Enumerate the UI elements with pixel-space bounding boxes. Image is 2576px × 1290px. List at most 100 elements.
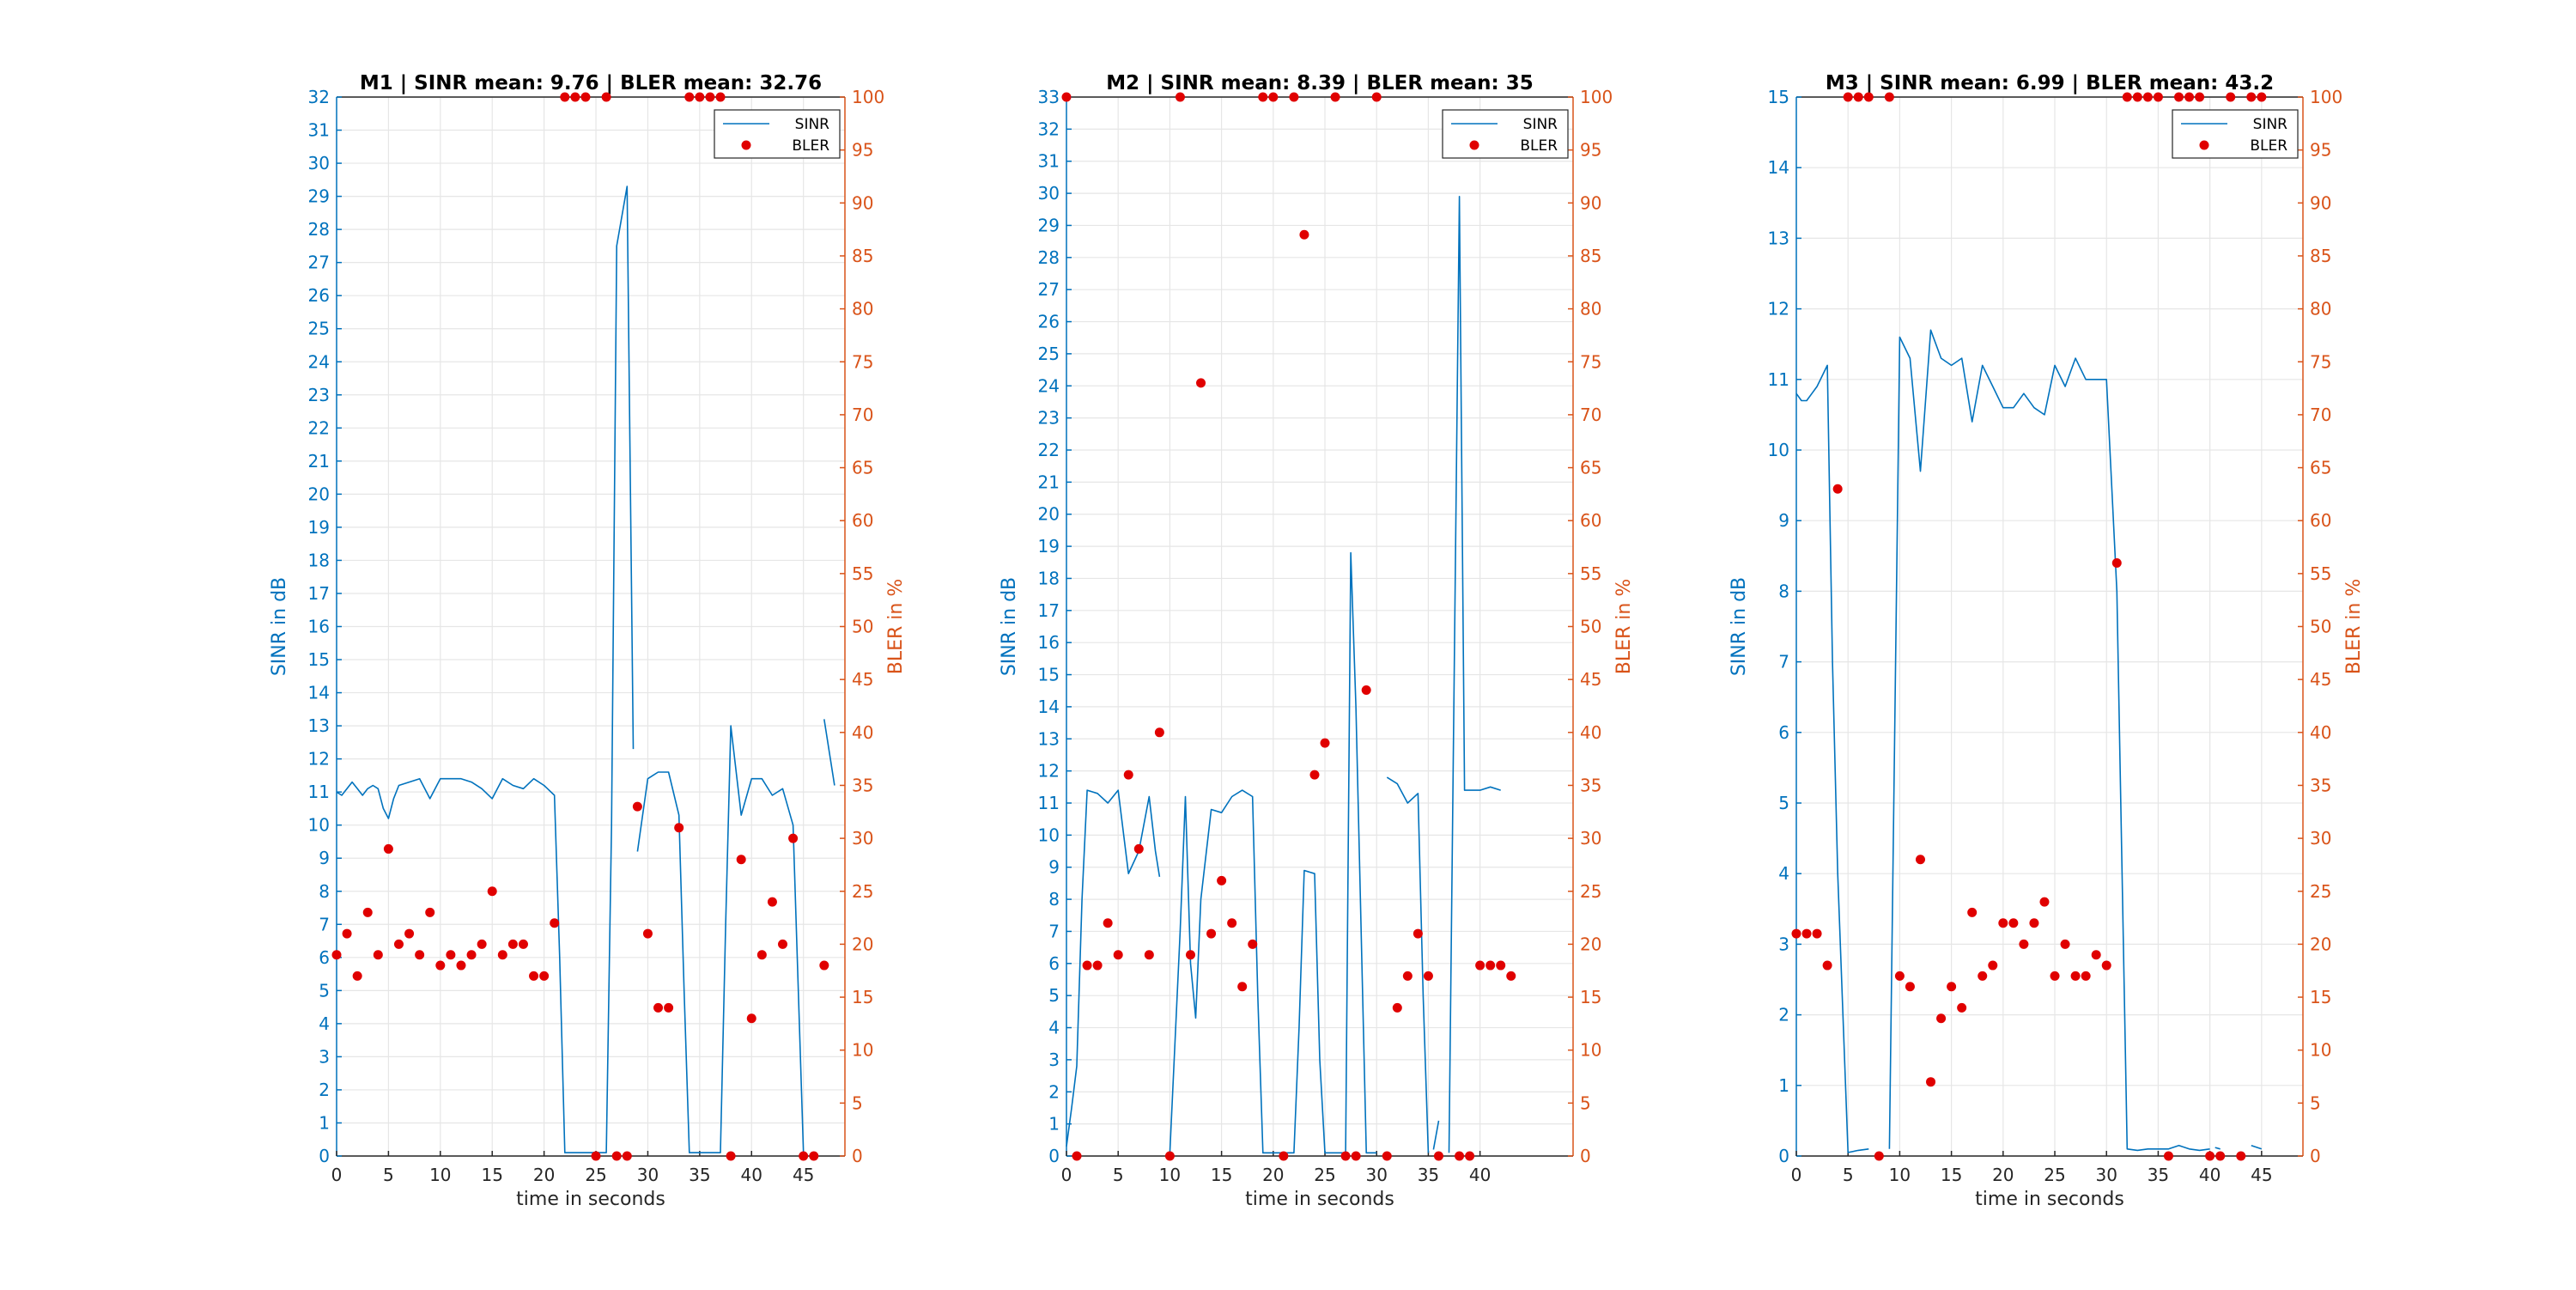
bler-point bbox=[1330, 92, 1340, 102]
y-tick-label-right: 55 bbox=[2310, 563, 2331, 584]
y-tick-label-left: 8 bbox=[319, 881, 330, 902]
bler-point bbox=[2081, 971, 2091, 981]
x-tick-label: 0 bbox=[1791, 1165, 1802, 1185]
x-tick-label: 10 bbox=[429, 1165, 451, 1185]
y-tick-label-left: 12 bbox=[1768, 299, 1789, 319]
y-tick-label-left: 25 bbox=[1038, 344, 1060, 364]
bler-point bbox=[1144, 950, 1154, 960]
chart-panel-3: 0123456789101112131415051015202530354045… bbox=[1728, 72, 2365, 1210]
bler-point bbox=[1853, 92, 1863, 102]
bler-point bbox=[1884, 92, 1894, 102]
bler-point bbox=[1812, 928, 1822, 939]
y-tick-label-right: 90 bbox=[2310, 192, 2331, 213]
bler-point bbox=[456, 960, 466, 971]
y-tick-label-left: 13 bbox=[308, 715, 330, 736]
bler-point bbox=[746, 1013, 756, 1024]
y-tick-label-right: 60 bbox=[852, 510, 873, 531]
bler-point bbox=[507, 939, 518, 949]
y-tick-label-left: 10 bbox=[1038, 825, 1060, 845]
bler-point bbox=[2174, 92, 2184, 102]
bler-point bbox=[1894, 971, 1905, 981]
y-tick-label-right: 100 bbox=[852, 87, 884, 107]
bler-point bbox=[1103, 918, 1113, 928]
y-tick-label-right: 50 bbox=[852, 617, 873, 637]
bler-point bbox=[1206, 928, 1217, 939]
y-tick-label-right: 40 bbox=[1580, 722, 1601, 743]
bler-point bbox=[1123, 770, 1133, 780]
bler-point bbox=[622, 1151, 632, 1161]
legend-box bbox=[2172, 109, 2299, 159]
y-tick-label-right: 30 bbox=[852, 828, 873, 849]
x-tick-label: 40 bbox=[1469, 1165, 1491, 1185]
bler-point bbox=[767, 897, 777, 907]
bler-point bbox=[2060, 939, 2070, 949]
y-tick-label-right: 70 bbox=[1580, 405, 1601, 425]
y-tick-label-right: 85 bbox=[1580, 246, 1601, 266]
bler-point bbox=[1791, 928, 1801, 939]
y-tick-label-right: 35 bbox=[852, 775, 873, 795]
bler-point bbox=[435, 960, 446, 971]
bler-point bbox=[1371, 92, 1382, 102]
x-tick-label: 15 bbox=[1211, 1165, 1232, 1185]
y-tick-label-left: 20 bbox=[308, 484, 330, 504]
sinr-line-segment bbox=[1432, 1120, 1440, 1150]
y-tick-label-right: 55 bbox=[1580, 563, 1601, 584]
sinr-line-segment bbox=[1888, 329, 2210, 1152]
y-tick-label-left: 25 bbox=[308, 319, 330, 339]
plot-area bbox=[1066, 97, 1573, 1156]
legend-box bbox=[1442, 109, 1569, 159]
y-tick-label-right: 95 bbox=[1580, 140, 1601, 161]
bler-point bbox=[580, 92, 591, 102]
chart-title: M1 | SINR mean: 9.76 | BLER mean: 32.76 bbox=[360, 72, 822, 94]
y-tick-label-left: 11 bbox=[308, 782, 330, 802]
sinr-line-segment bbox=[1795, 364, 1869, 1153]
bler-point bbox=[819, 960, 829, 971]
bler-point bbox=[2008, 918, 2019, 928]
bler-point bbox=[1092, 960, 1103, 971]
y-tick-label-left: 13 bbox=[1038, 728, 1060, 749]
y-tick-label-right: 10 bbox=[1580, 1040, 1601, 1061]
bler-point bbox=[415, 950, 425, 960]
bler-point bbox=[1874, 1151, 1884, 1161]
y-tick-label-left: 13 bbox=[1768, 228, 1789, 248]
y-tick-label-right: 75 bbox=[852, 351, 873, 372]
bler-point bbox=[1947, 982, 1957, 992]
legend-sinr-label: SINR bbox=[1523, 116, 1558, 133]
y-tick-label-left: 5 bbox=[1778, 793, 1789, 813]
y-tick-label-left: 27 bbox=[308, 253, 330, 273]
y-tick-label-left: 26 bbox=[1038, 312, 1060, 332]
y-tick-label-right: 70 bbox=[2310, 405, 2331, 425]
y-tick-label-left: 19 bbox=[1038, 536, 1060, 557]
bler-point bbox=[487, 886, 497, 897]
y-tick-label-left: 19 bbox=[308, 517, 330, 538]
y-tick-label-right: 40 bbox=[852, 722, 873, 743]
y-tick-label-left: 6 bbox=[1048, 953, 1060, 974]
y-tick-label-left: 2 bbox=[319, 1080, 330, 1100]
y-tick-label-left: 12 bbox=[308, 749, 330, 770]
x-tick-label: 5 bbox=[383, 1165, 394, 1185]
y-tick-label-left: 27 bbox=[1038, 279, 1060, 300]
plot-area bbox=[1796, 97, 2303, 1156]
x-tick-label: 40 bbox=[741, 1165, 762, 1185]
y-tick-label-right: 20 bbox=[2310, 934, 2331, 954]
y-tick-label-left: 11 bbox=[1768, 369, 1789, 390]
x-tick-label: 25 bbox=[2044, 1165, 2065, 1185]
y-tick-label-left: 15 bbox=[1038, 665, 1060, 685]
y-tick-label-right: 50 bbox=[1580, 617, 1601, 637]
bler-point bbox=[756, 950, 767, 960]
y-tick-label-left: 15 bbox=[308, 649, 330, 670]
x-tick-label: 25 bbox=[585, 1165, 606, 1185]
bler-point bbox=[591, 1151, 601, 1161]
x-axis-label: time in seconds bbox=[1975, 1189, 2124, 1210]
x-tick-label: 5 bbox=[1113, 1165, 1124, 1185]
bler-point bbox=[1998, 918, 2008, 928]
bler-point bbox=[2142, 92, 2153, 102]
sinr-line-segment bbox=[823, 719, 835, 786]
y-tick-label-right: 70 bbox=[852, 405, 873, 425]
y-tick-label-left: 3 bbox=[1778, 934, 1789, 954]
y-tick-label-left: 2 bbox=[1048, 1081, 1060, 1102]
bler-point bbox=[529, 971, 539, 981]
y-tick-label-right: 75 bbox=[2310, 351, 2331, 372]
sinr-line-segment bbox=[1386, 776, 1430, 1153]
y-tick-label-left: 14 bbox=[1038, 697, 1060, 717]
